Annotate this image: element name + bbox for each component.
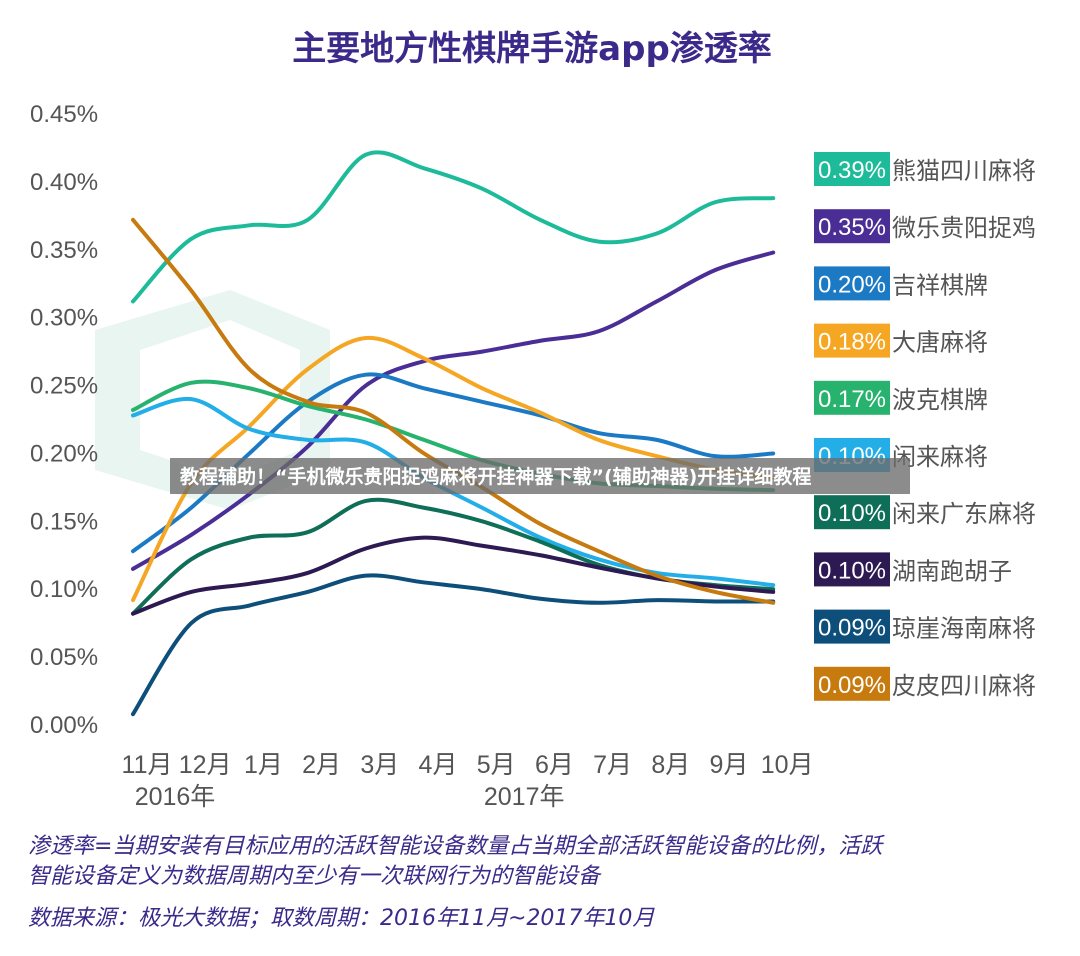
- y-tick-label: 0.40%: [30, 169, 98, 196]
- legend-item: 0.35% 微乐贵阳捉鸡: [814, 209, 1036, 244]
- legend-swatch: [814, 152, 890, 186]
- legend-name: 吉祥棋牌: [892, 271, 988, 299]
- legend-name: 波克棋牌: [892, 386, 988, 414]
- banner-background: [170, 458, 910, 494]
- legend: 0.39% 熊猫四川麻将 0.35% 微乐贵阳捉鸡 0.20% 吉祥棋牌 0.18% 大唐麻将…: [814, 152, 1036, 701]
- x-tick-label: 5月: [477, 751, 516, 779]
- series-line: [131, 335, 776, 603]
- x-tick-label: 7月: [593, 751, 632, 779]
- legend-item: 0.10% 闲来广东麻将: [814, 495, 1036, 530]
- legend-name: 熊猫四川麻将: [892, 157, 1036, 185]
- x-tick-label: 9月: [710, 751, 749, 779]
- x-tick-label: 1月: [244, 751, 283, 779]
- y-tick-label: 0.35%: [30, 237, 98, 264]
- x-tick-label: 12月: [179, 751, 232, 779]
- legend-name: 湖南跑胡子: [892, 557, 1012, 585]
- legend-swatch: [814, 266, 890, 301]
- legend-item: 0.20% 吉祥棋牌: [814, 266, 988, 301]
- series-line: [131, 573, 776, 717]
- x-tick-label: 6月: [535, 751, 574, 779]
- x-tick-label: 10月: [761, 751, 814, 779]
- legend-swatch: [814, 323, 890, 358]
- y-tick-label: 0.10%: [30, 576, 98, 603]
- footnote-line-2: 智能设备定义为数据周期内至少有一次联网行为的智能设备: [28, 864, 602, 889]
- legend-value: 0.17%: [818, 386, 886, 413]
- x-tick-label: 2月: [302, 751, 341, 779]
- x-tick-label: 4月: [419, 751, 458, 779]
- y-tick-label: 0.05%: [30, 644, 98, 671]
- y-axis: 0.00% 0.05% 0.10% 0.15% 0.20% 0.25% 0.30% 0.35%…: [30, 101, 98, 739]
- legend-item: 0.09% 皮皮四川麻将: [814, 666, 1036, 701]
- x-year-label: 2016年: [135, 783, 216, 811]
- data-source: 数据来源：极光大数据；取数周期：2016年11月~2017年10月: [28, 906, 655, 931]
- legend-value: 0.35%: [818, 214, 886, 241]
- series-line: [131, 150, 776, 304]
- legend-item: 0.10% 湖南跑胡子: [814, 552, 1012, 587]
- legend-swatch: [814, 666, 890, 701]
- banner-text: 教程辅助！“手机微乐贵阳捉鸡麻将开挂神器下载”(辅助神器)开挂详细教程: [180, 465, 811, 488]
- series-line: [131, 250, 776, 571]
- legend-name: 闲来广东麻将: [892, 500, 1036, 528]
- watermark-logo: [95, 290, 330, 510]
- legend-value: 0.10%: [818, 500, 886, 527]
- legend-value: 0.20%: [818, 271, 886, 298]
- legend-name: 微乐贵阳捉鸡: [892, 214, 1036, 242]
- footnote-line-1: 渗透率=当期安装有目标应用的活跃智能设备数量占当期全部活跃智能设备的比例，活跃: [28, 834, 885, 859]
- y-tick-label: 0.00%: [30, 712, 98, 739]
- x-year-label: 2017年: [484, 783, 565, 811]
- legend-swatch: [814, 609, 890, 644]
- y-tick-label: 0.25%: [30, 373, 98, 400]
- y-tick-label: 0.15%: [30, 508, 98, 535]
- x-axis: 11月 12月 1月 2月 3月 4月 5月 6月 7月 8月 9月 10月 2016年 2017年: [122, 751, 814, 811]
- legend-name: 大唐麻将: [892, 329, 988, 357]
- legend-value: 0.09%: [818, 615, 886, 642]
- legend-swatch: [814, 209, 890, 244]
- y-tick-label: 0.30%: [30, 305, 98, 332]
- legend-name: 琼崖海南麻将: [892, 615, 1036, 643]
- legend-name: 皮皮四川麻将: [892, 672, 1036, 700]
- legend-item: 0.39% 熊猫四川麻将: [814, 152, 1036, 186]
- legend-value: 0.39%: [818, 157, 886, 184]
- legend-item: 0.09% 琼崖海南麻将: [814, 609, 1036, 644]
- chart-title: 主要地方性棋牌手游app渗透率: [292, 29, 772, 69]
- legend-value: 0.18%: [818, 329, 886, 356]
- series-line: [131, 497, 776, 616]
- legend-swatch: [814, 552, 890, 587]
- legend-value: 0.10%: [818, 557, 886, 584]
- overlay-banner: 教程辅助！“手机微乐贵阳捉鸡麻将开挂神器下载”(辅助神器)开挂详细教程: [170, 458, 910, 494]
- legend-swatch: [814, 380, 890, 415]
- y-tick-label: 0.20%: [30, 440, 98, 467]
- y-tick-label: 0.45%: [30, 101, 98, 128]
- legend-item: 0.18% 大唐麻将: [814, 323, 988, 358]
- x-tick-label: 3月: [360, 751, 399, 779]
- x-tick-label: 8月: [651, 751, 690, 779]
- x-tick-label: 11月: [122, 751, 173, 779]
- legend-swatch: [814, 495, 890, 530]
- legend-item: 0.17% 波克棋牌: [814, 380, 988, 415]
- legend-value: 0.09%: [818, 672, 886, 699]
